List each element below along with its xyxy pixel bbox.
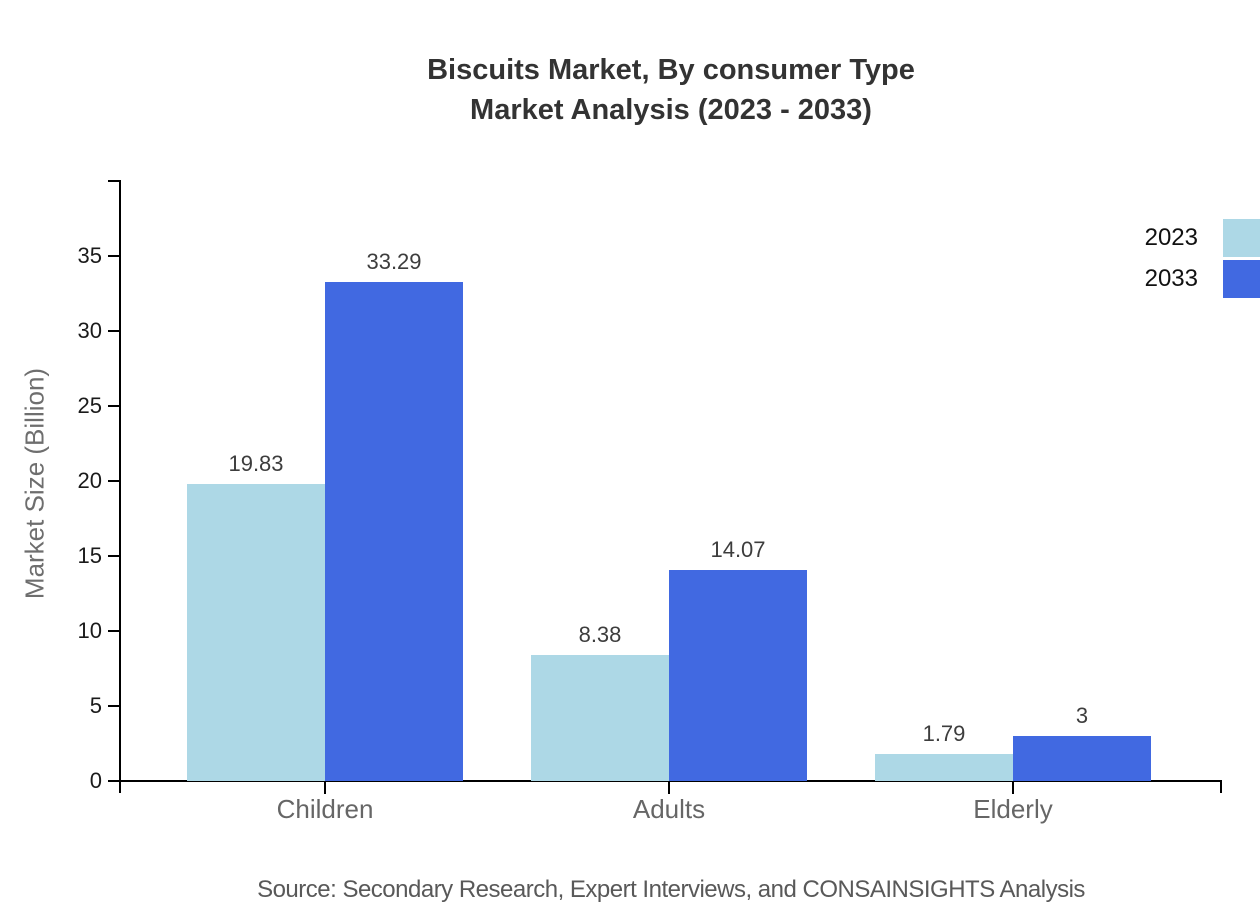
legend-swatch-2033 (1223, 260, 1260, 298)
legend-swatch-2023 (1223, 219, 1260, 257)
category-label-adults: Adults (632, 794, 706, 824)
y-tick (108, 330, 120, 332)
source-note: Source: Secondary Research, Expert Inter… (257, 876, 1085, 903)
y-tick (108, 630, 120, 632)
y-tick-label: 30 (77, 318, 102, 343)
bar-2023-elderly (875, 754, 1013, 781)
chart-title: Biscuits Market, By consumer Type Market… (120, 50, 1222, 130)
y-tick-label: 15 (77, 543, 102, 568)
x-tick (1012, 782, 1014, 794)
bar-2033-elderly (1013, 736, 1151, 781)
category-label-elderly: Elderly (973, 794, 1053, 824)
x-tick (668, 782, 670, 794)
bar-2023-children (187, 484, 325, 781)
x-tick (324, 782, 326, 794)
bar-2023-adults (531, 655, 669, 781)
x-axis-line (108, 780, 1222, 782)
y-tick-label: 0 (89, 768, 102, 793)
y-tick (108, 705, 120, 707)
y-axis-line (119, 180, 121, 793)
value-label-2033-elderly: 3 (1075, 703, 1089, 728)
y-tick-label: 20 (77, 468, 102, 493)
y-tick (108, 780, 120, 782)
legend-label-2033: 2033 (1144, 265, 1198, 292)
y-tick-label: 35 (77, 243, 102, 268)
y-tick (108, 555, 120, 557)
category-label-children: Children (276, 794, 374, 824)
chart-title-line1: Biscuits Market, By consumer Type (427, 54, 915, 86)
value-label-2023-elderly: 1.79 (922, 721, 966, 746)
bar-2033-children (325, 282, 463, 781)
value-label-2023-children: 19.83 (228, 451, 284, 476)
chart-title-line2: Market Analysis (2023 - 2033) (470, 94, 872, 126)
y-tick (108, 405, 120, 407)
y-axis-end-tick (108, 180, 120, 182)
y-tick-label: 10 (77, 618, 102, 643)
bar-2033-adults (669, 570, 807, 781)
legend-label-2023: 2023 (1144, 224, 1198, 251)
x-axis-end-tick (1220, 781, 1222, 793)
value-label-2033-adults: 14.07 (710, 537, 766, 562)
y-tick (108, 255, 120, 257)
value-label-2033-children: 33.29 (366, 249, 422, 274)
value-label-2023-adults: 8.38 (578, 622, 622, 647)
y-tick-label: 5 (89, 693, 102, 718)
y-tick (108, 480, 120, 482)
y-tick-label: 25 (77, 393, 102, 418)
